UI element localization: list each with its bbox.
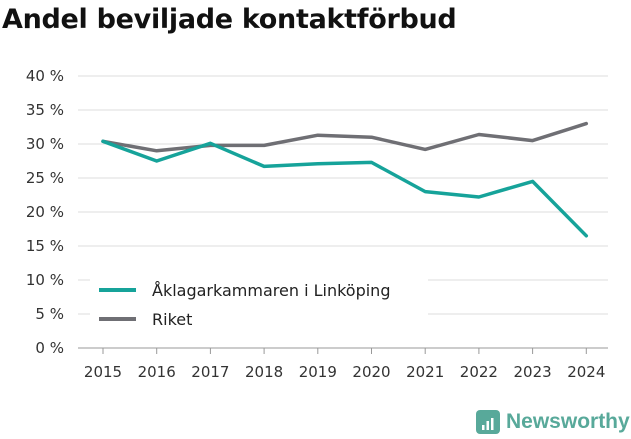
series-lines [101,121,589,238]
x-tick-label: 2019 [299,363,337,381]
legend-label: Åklagarkammaren i Linköping [152,281,390,300]
x-tick-label: 2022 [460,363,498,381]
x-tick-label: 2018 [245,363,283,381]
y-tick-label: 35 % [26,101,64,119]
legend-label: Riket [152,310,192,329]
newsworthy-logo: Newsworthy [476,410,630,434]
series-line-0 [101,139,589,238]
x-tick-label: 2023 [514,363,552,381]
x-axis: 2015 2016 2017 2018 2019 2020 2021 2022 2023 2024 [84,348,605,381]
y-tick-label: 5 % [35,305,64,323]
series-line-1 [101,121,589,153]
y-tick-label: 40 % [26,67,64,85]
legend-background [90,274,428,336]
x-tick-label: 2020 [352,363,390,381]
y-tick-label: 30 % [26,135,64,153]
x-tick-label: 2024 [567,363,605,381]
y-tick-label: 15 % [26,237,64,255]
legend: Åklagarkammaren i Linköping Riket [90,274,428,336]
y-tick-label: 25 % [26,169,64,187]
x-tick-label: 2021 [406,363,444,381]
y-tick-label: 10 % [26,271,64,289]
y-axis: 0 % 5 % 10 % 15 % 20 % 25 % 30 % 35 % 40 % [26,67,64,357]
y-tick-label: 0 % [35,339,64,357]
bar-chart-icon [476,410,500,434]
x-tick-label: 2015 [84,363,122,381]
brand-name: Newsworthy [506,410,630,433]
chart-title: Andel beviljade kontaktförbud [2,4,457,35]
x-tick-label: 2016 [138,363,176,381]
y-tick-label: 20 % [26,203,64,221]
x-tick-label: 2017 [191,363,229,381]
